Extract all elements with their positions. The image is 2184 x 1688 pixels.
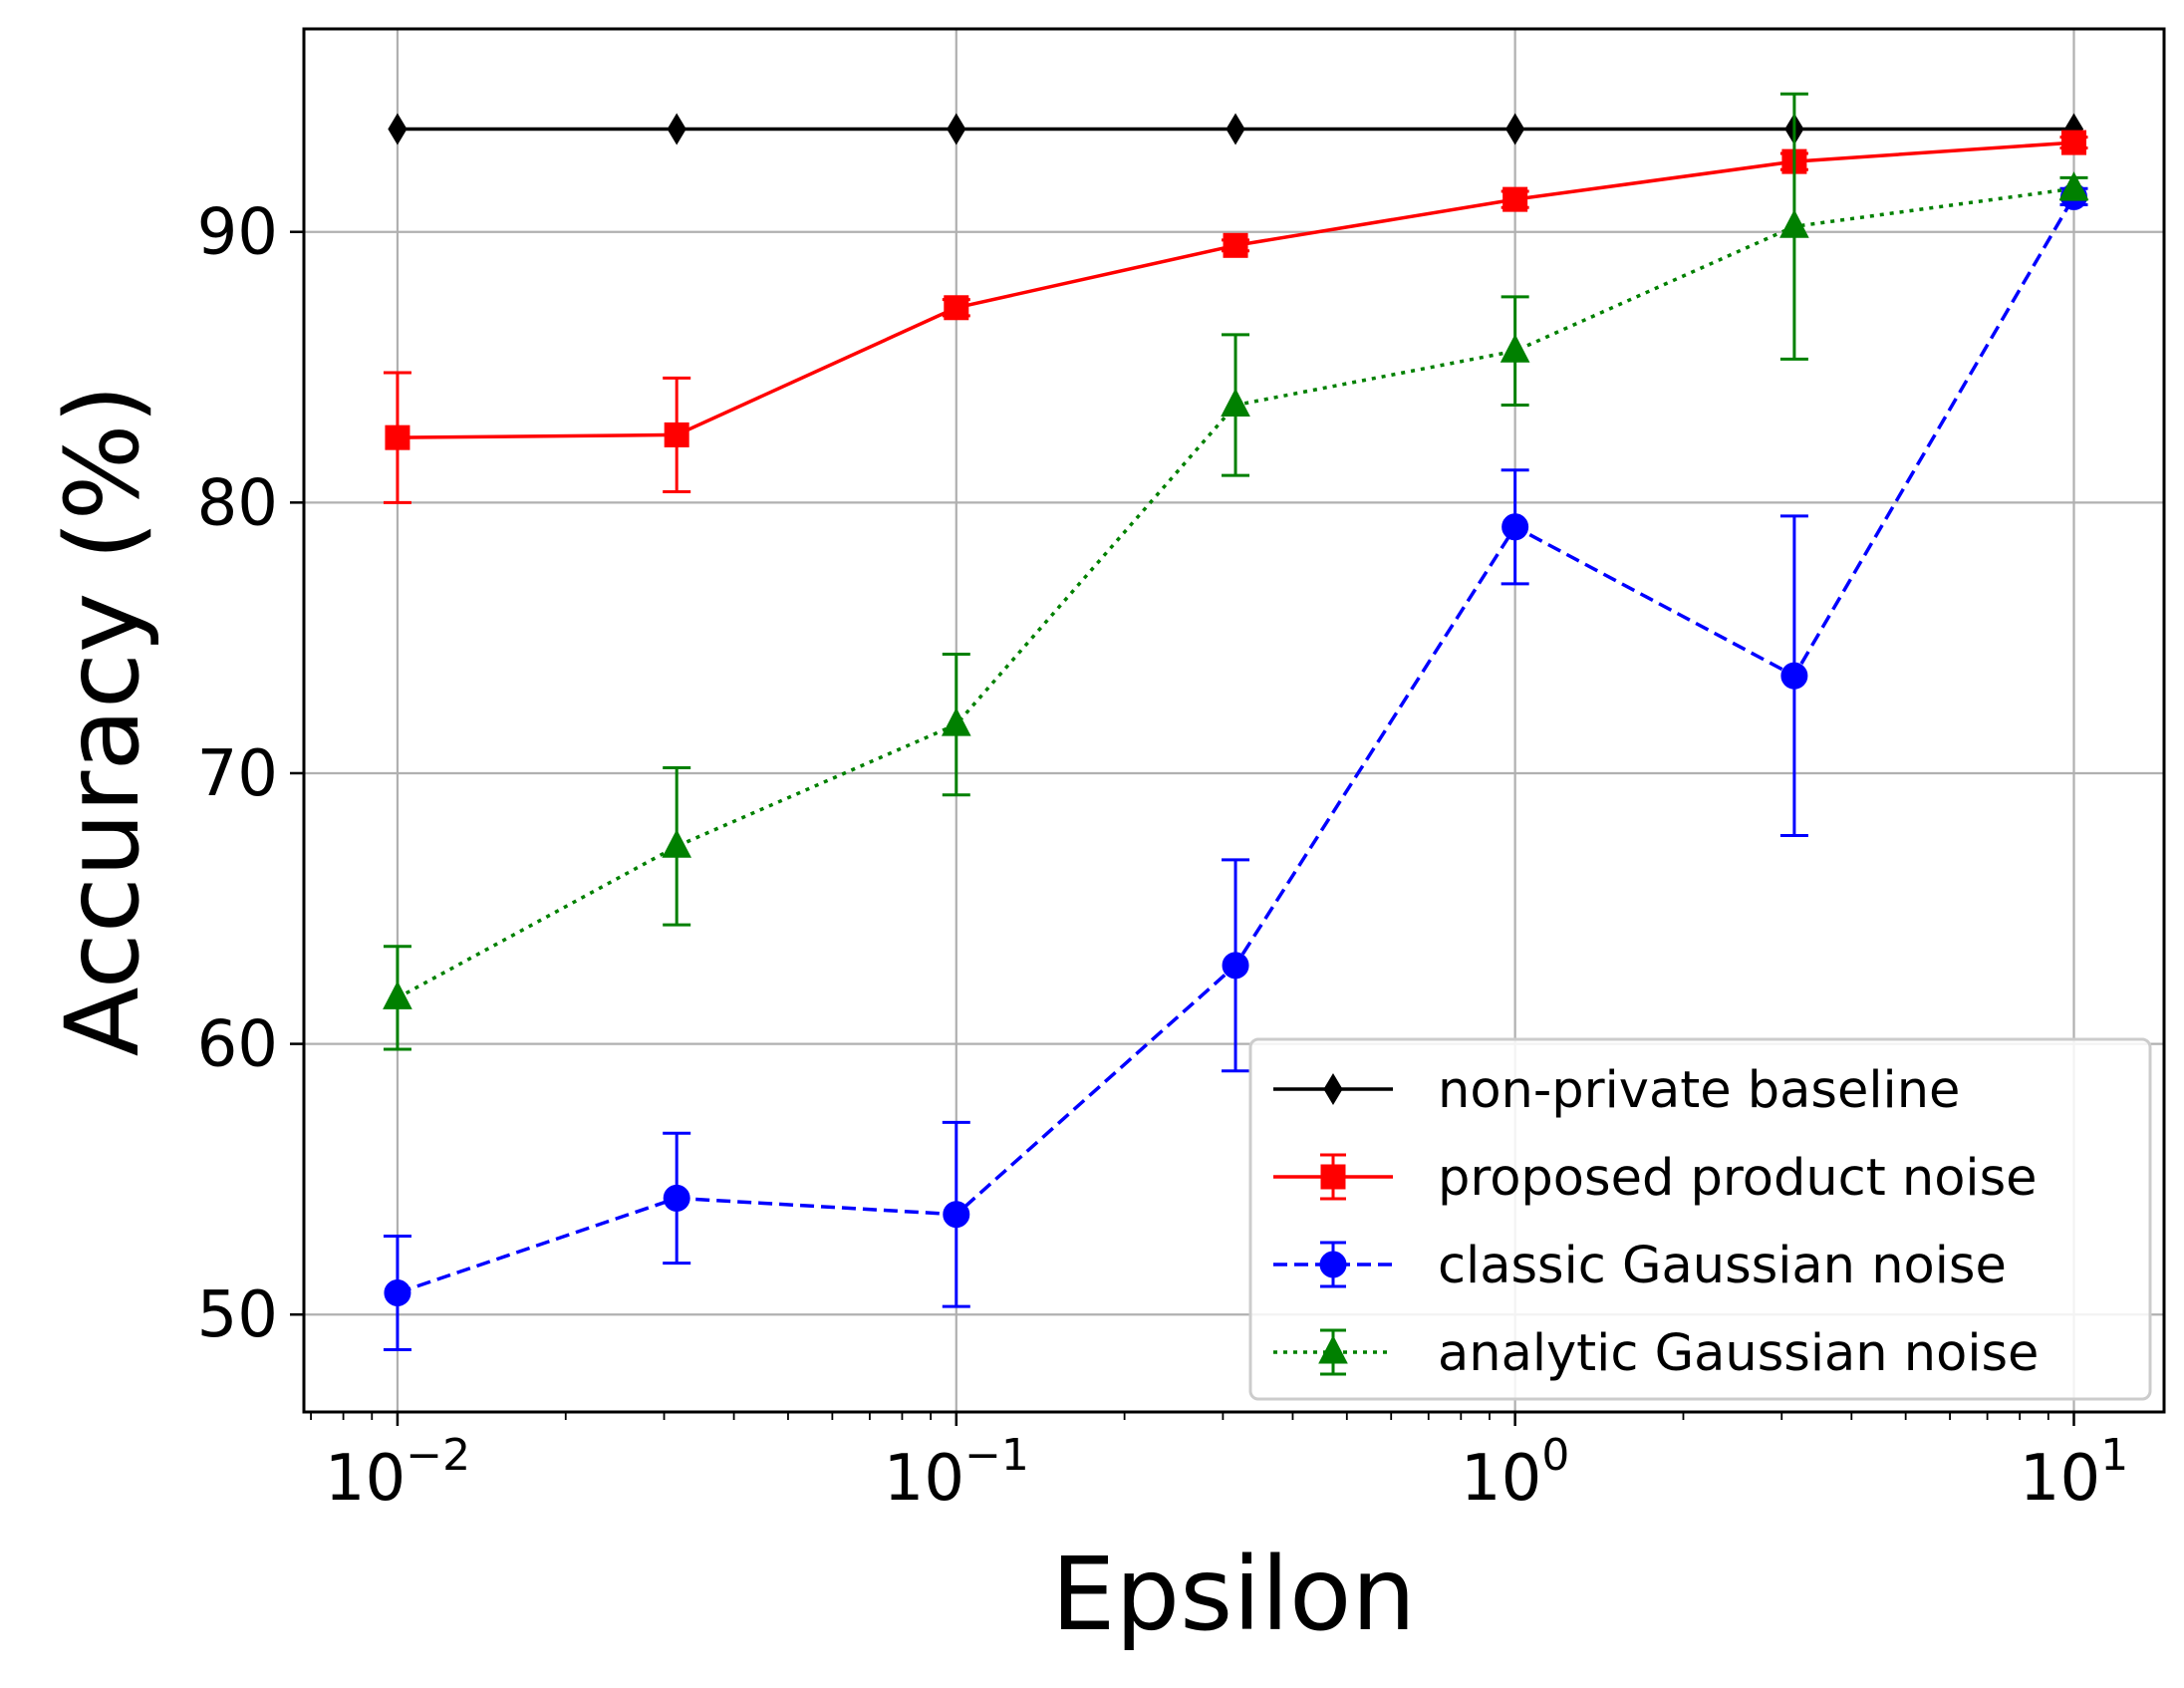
data-point [1779, 209, 1809, 238]
y-tick-label: 80 [197, 466, 278, 540]
legend-marker [1318, 1334, 1348, 1364]
data-point [1502, 513, 1529, 541]
legend-entry: proposed product noise [1273, 1149, 2038, 1208]
y-tick-label: 90 [197, 196, 278, 270]
data-point [1500, 334, 1530, 363]
legend-label: classic Gaussian noise [1438, 1237, 2007, 1295]
data-point [1505, 113, 1525, 145]
legend-marker [1323, 1073, 1343, 1105]
legend-entries: non-private baseline proposed product noi… [1273, 1061, 2039, 1383]
series-layer [383, 92, 2089, 1352]
data-point [664, 422, 689, 447]
data-point [385, 424, 410, 450]
data-point [943, 1201, 970, 1229]
legend-label: non-private baseline [1438, 1061, 1960, 1120]
legend-entry: classic Gaussian noise [1273, 1237, 2007, 1295]
series-analytic-Gaussian-noise [383, 92, 2089, 1051]
x-axis-title: Epsilon [1051, 1536, 1416, 1654]
legend-marker [1319, 1251, 1347, 1278]
y-tick-label: 60 [197, 1008, 278, 1082]
data-point [944, 295, 969, 321]
legend-label: proposed product noise [1438, 1149, 2038, 1208]
x-tick-label: 100 [1461, 1430, 1569, 1516]
data-point [662, 829, 692, 858]
y-tick-label: 70 [197, 737, 278, 811]
data-point [1502, 186, 1528, 212]
axis-tick-labels: 50 60 70 80 90 10−2 10−1 100 101 [197, 196, 2129, 1516]
data-point [2058, 171, 2089, 200]
legend: non-private baseline proposed product noi… [1248, 1037, 2152, 1401]
data-point [667, 113, 686, 145]
data-point [2060, 130, 2086, 155]
legend-frame [1248, 1037, 2152, 1401]
y-tick-label: 50 [197, 1278, 278, 1352]
data-point [941, 706, 971, 736]
legend-label: analytic Gaussian noise [1438, 1324, 2039, 1383]
legend-marker [1320, 1164, 1346, 1190]
data-point [663, 1184, 690, 1212]
y-axis-title: Accuracy (%) [44, 385, 162, 1057]
data-point [383, 981, 412, 1009]
series-classic-Gaussian-noise [383, 182, 2088, 1352]
x-tick-label: 10−1 [884, 1430, 1029, 1516]
x-tick-label: 101 [2020, 1430, 2128, 1516]
data-point [947, 113, 966, 145]
x-tick-label: 10−2 [325, 1430, 470, 1516]
legend-entry: non-private baseline [1273, 1061, 1960, 1120]
data-point [1780, 662, 1808, 690]
data-point [1223, 232, 1248, 258]
plot-frame [302, 27, 2166, 1414]
axis-ticks [290, 230, 2075, 1426]
data-point [388, 113, 408, 145]
data-point [1222, 952, 1249, 980]
data-point [1226, 113, 1245, 145]
data-point [1221, 388, 1250, 418]
legend-entry: analytic Gaussian noise [1273, 1324, 2039, 1383]
data-point [384, 1278, 411, 1306]
